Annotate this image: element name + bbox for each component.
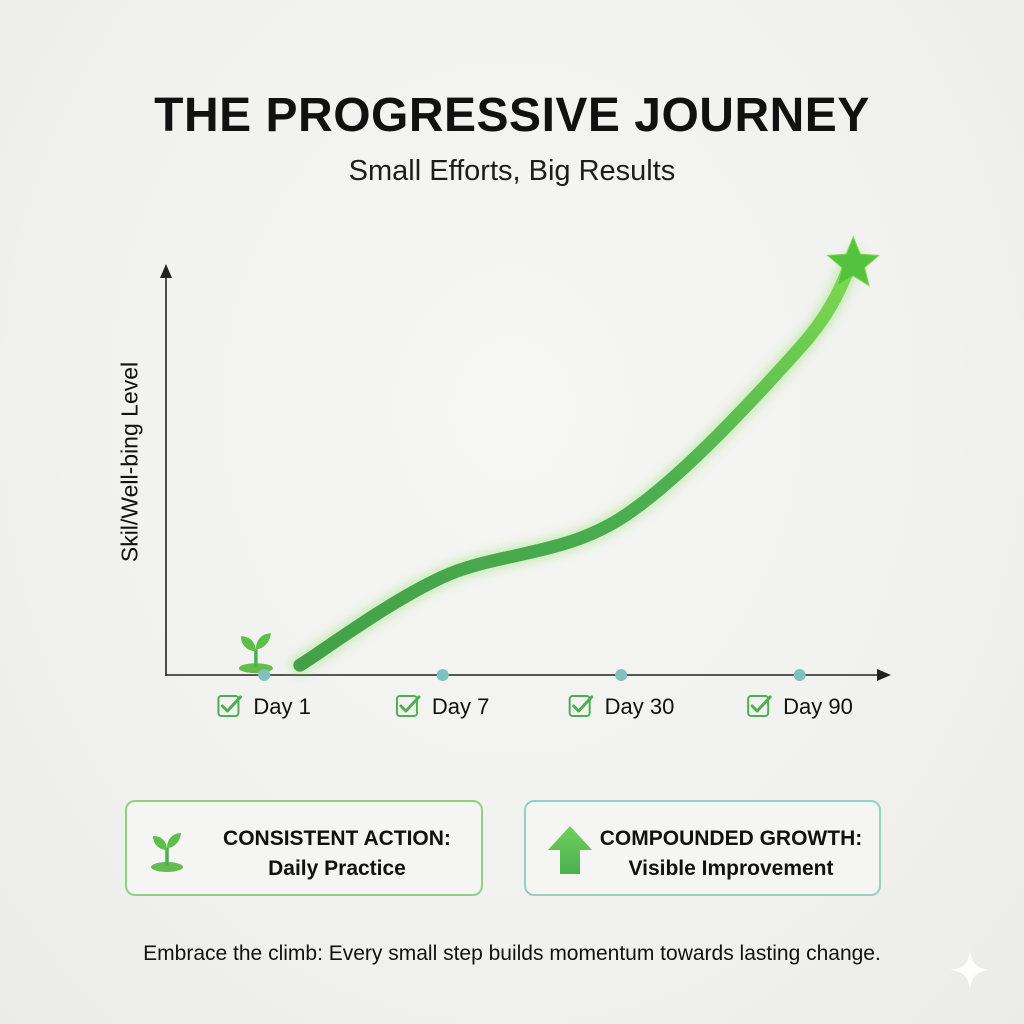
- card-compounded-growth: COMPOUNDED GROWTH: Visible Improvement: [524, 800, 881, 896]
- card-title: COMPOUNDED GROWTH:: [599, 827, 863, 850]
- x-tick-dot: [615, 669, 628, 681]
- checkbox-icon: [395, 695, 421, 717]
- checkbox-icon: [568, 695, 594, 717]
- x-tick-dot: [793, 669, 806, 681]
- series-line: [293, 253, 860, 672]
- footer-caption: Embrace the climb: Every small step buil…: [143, 942, 881, 965]
- star-icon: [826, 235, 881, 287]
- checkbox-icon: [747, 695, 772, 717]
- x-tick-label: Day 30: [605, 694, 675, 719]
- progress-chart: Day 1 Day 7 Day 30 Day 90: [160, 235, 891, 719]
- y-axis-label: Skil/Well-bing Level: [116, 361, 143, 563]
- x-tick-label: Day 1: [253, 694, 310, 719]
- card-compounded-growth-text: COMPOUNDED GROWTH: Visible Improvement: [596, 824, 866, 884]
- chart-title: THE PROGRESSIVE JOURNEY: [154, 89, 870, 142]
- up-arrow-icon: [548, 826, 592, 874]
- sprout-icon: [238, 633, 273, 674]
- y-axis-arrow: [160, 264, 172, 278]
- x-tick-label: Day 7: [432, 694, 489, 719]
- card-subtext: Visible Improvement: [628, 857, 834, 880]
- checkbox-icon: [217, 695, 242, 717]
- x-tick-dot: [258, 669, 271, 681]
- chart-subtitle: Small Efforts, Big Results: [348, 155, 676, 187]
- card-title: CONSISTENT ACTION:: [223, 827, 451, 850]
- card-subtext: Daily Practice: [268, 857, 406, 880]
- card-consistent-action-text: CONSISTENT ACTION: Daily Practice: [207, 824, 467, 884]
- x-axis-arrow: [877, 669, 891, 681]
- x-tick-label: Day 90: [783, 694, 853, 719]
- card-consistent-action: CONSISTENT ACTION: Daily Practice: [125, 800, 483, 896]
- x-tick-dot: [436, 669, 449, 681]
- sparkle-icon: [950, 950, 990, 990]
- sprout-icon: [151, 833, 183, 872]
